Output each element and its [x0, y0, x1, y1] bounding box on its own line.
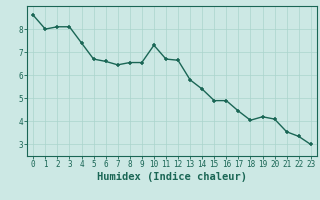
- X-axis label: Humidex (Indice chaleur): Humidex (Indice chaleur): [97, 172, 247, 182]
